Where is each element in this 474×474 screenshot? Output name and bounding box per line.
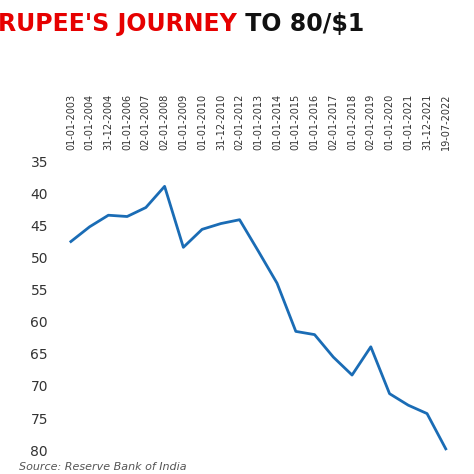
Text: Source: Reserve Bank of India: Source: Reserve Bank of India	[19, 462, 187, 472]
Text: RUPEE'S JOURNEY: RUPEE'S JOURNEY	[0, 12, 237, 36]
Text: TO 80/$1: TO 80/$1	[237, 12, 364, 36]
